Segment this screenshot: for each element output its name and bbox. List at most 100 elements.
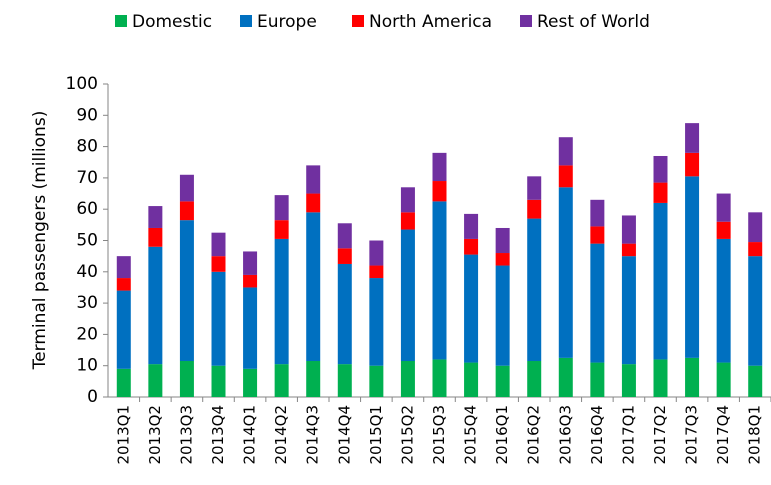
legend-label: North America: [369, 12, 492, 32]
bar-segment: [400, 187, 415, 213]
bar-segment: [590, 199, 605, 227]
bar-segment: [495, 265, 510, 366]
x-tick-label: 2014Q1: [241, 405, 259, 465]
bar-segment: [685, 357, 700, 397]
y-axis-label: Terminal passengers (millions): [30, 111, 50, 371]
bar-segment: [748, 212, 763, 243]
bar-segment: [243, 287, 258, 369]
bar-segment: [400, 361, 415, 397]
bar-segment: [716, 221, 731, 239]
bar-segment: [685, 123, 700, 153]
bar-segment: [621, 243, 636, 257]
bar-segment: [432, 359, 447, 397]
bar-segment: [243, 251, 258, 275]
bar-segment: [148, 364, 163, 397]
bar-segment: [306, 193, 321, 213]
bar-segment: [179, 174, 194, 202]
bar-segment: [432, 201, 447, 360]
bar-segment: [211, 365, 226, 397]
bar-segment: [211, 256, 226, 272]
x-tick-label: 2015Q2: [398, 405, 416, 465]
x-tick-label: 2013Q2: [146, 405, 164, 465]
bar-segment: [179, 361, 194, 397]
bar-segment: [495, 253, 510, 266]
y-tick-label: 30: [76, 293, 98, 313]
bar-segment: [432, 152, 447, 182]
legend-swatch: [240, 15, 252, 27]
bar-segment: [464, 254, 479, 363]
legend-label: Domestic: [132, 12, 212, 32]
bar-segment: [274, 364, 289, 397]
legend-swatch: [352, 15, 364, 27]
x-tick-label: 2013Q3: [177, 405, 195, 465]
bar-segment: [653, 202, 668, 360]
bar-segment: [243, 274, 258, 288]
bar-segment: [464, 362, 479, 397]
x-tick-label: 2016Q3: [556, 405, 574, 465]
legend-swatch: [115, 15, 127, 27]
bar-segment: [558, 357, 573, 397]
legend-swatch: [520, 15, 532, 27]
bar-segment: [432, 181, 447, 202]
bar-segment: [716, 362, 731, 397]
bar-segment: [621, 364, 636, 397]
bar-segment: [400, 229, 415, 362]
bar-segment: [211, 271, 226, 366]
bar-segment: [685, 152, 700, 177]
bar-segment: [653, 182, 668, 203]
y-tick-label: 40: [76, 262, 98, 282]
bar-segment: [337, 364, 352, 397]
x-tick-label: 2015Q1: [367, 405, 385, 465]
bar-segment: [179, 220, 194, 362]
x-tick-label: 2016Q2: [525, 405, 543, 465]
y-tick-label: 70: [76, 168, 98, 188]
bar-segment: [653, 155, 668, 183]
bar-segment: [337, 263, 352, 365]
y-tick-label: 100: [66, 74, 98, 94]
bar-segment: [527, 218, 542, 362]
x-tick-label: 2013Q4: [209, 405, 227, 465]
y-tick-label: 80: [76, 137, 98, 157]
bar-segment: [590, 243, 605, 363]
x-tick-label: 2015Q3: [430, 405, 448, 465]
bar-segment: [653, 359, 668, 397]
bar-segment: [148, 246, 163, 365]
bar-segment: [274, 238, 289, 365]
x-tick-label: 2017Q4: [714, 405, 732, 465]
bar-segment: [400, 212, 415, 230]
x-tick-label: 2015Q4: [462, 405, 480, 465]
bar-segment: [558, 137, 573, 166]
bar-segment: [495, 227, 510, 254]
bar-segment: [148, 206, 163, 228]
bar-segment: [369, 278, 384, 366]
x-tick-label: 2017Q3: [683, 405, 701, 465]
bar-segment: [590, 226, 605, 244]
bar-segment: [716, 193, 731, 222]
x-tick-label: 2016Q4: [588, 405, 606, 465]
bar-segment: [590, 362, 605, 397]
y-tick-label: 10: [76, 356, 98, 376]
bar-segment: [748, 365, 763, 397]
bar-segment: [621, 256, 636, 365]
bar-segment: [116, 368, 131, 397]
x-tick-label: 2013Q1: [114, 405, 132, 465]
bar-segment: [369, 240, 384, 266]
bar-segment: [306, 361, 321, 397]
bar-segment: [495, 365, 510, 397]
bar-segment: [558, 187, 573, 358]
legend-label: Europe: [257, 12, 317, 32]
bar-segment: [621, 215, 636, 244]
bar-segment: [148, 227, 163, 247]
y-tick-label: 60: [76, 199, 98, 219]
bar-segment: [274, 195, 289, 221]
legend-label: Rest of World: [537, 12, 650, 32]
bar-segment: [464, 213, 479, 239]
y-tick-label: 20: [76, 324, 98, 344]
bar-segment: [558, 165, 573, 188]
bar-segment: [116, 290, 131, 369]
bar-segment: [243, 368, 258, 397]
x-tick-label: 2014Q3: [304, 405, 322, 465]
bar-segment: [527, 199, 542, 219]
bar-segment: [116, 256, 131, 279]
